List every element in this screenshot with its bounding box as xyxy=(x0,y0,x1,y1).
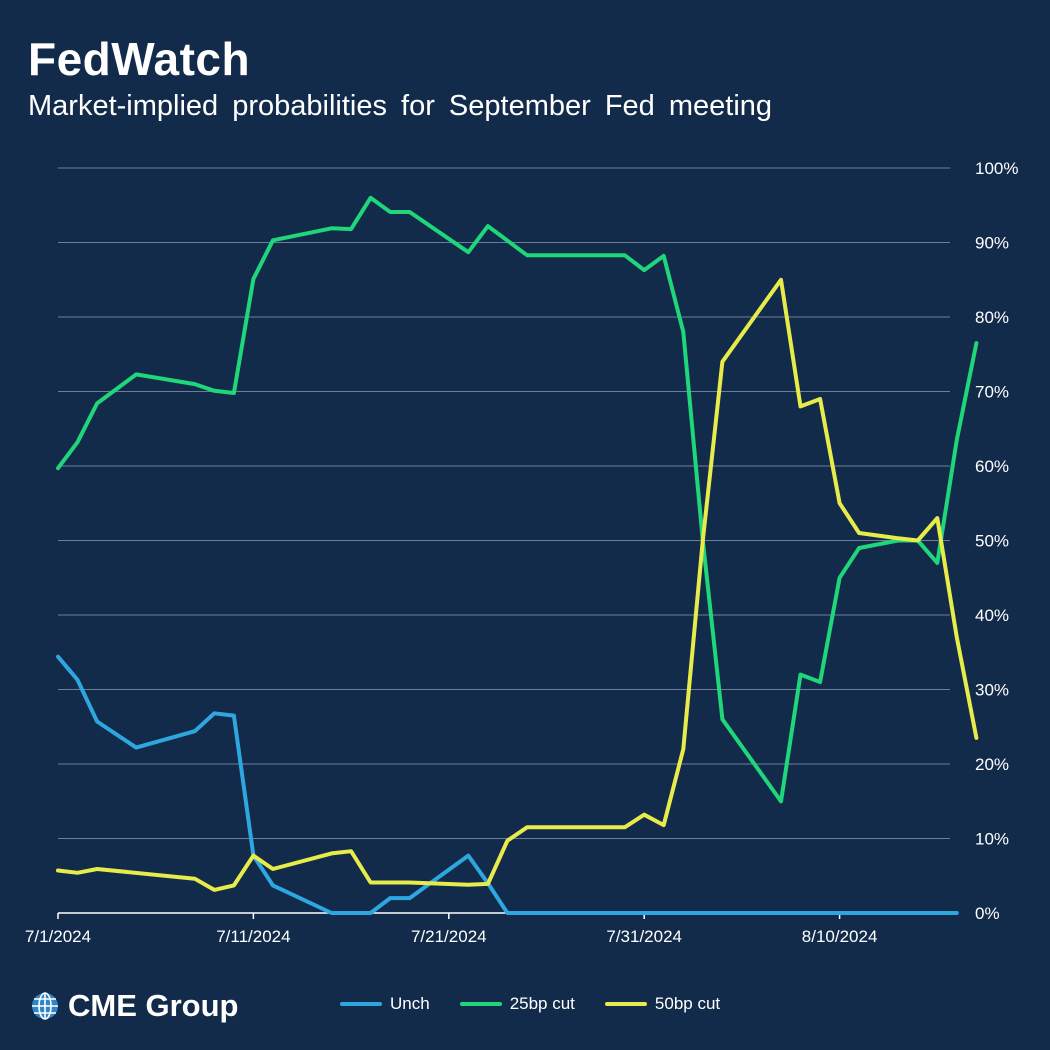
y-tick-label: 60% xyxy=(975,457,1009,476)
legend-label-unch: Unch xyxy=(390,994,430,1013)
legend-item-25bp: 25bp cut xyxy=(459,994,575,1014)
legend-label-25bp: 25bp cut xyxy=(509,994,575,1013)
y-tick-label: 70% xyxy=(975,383,1009,402)
y-tick-label: 80% xyxy=(975,308,1009,327)
y-tick-label: 20% xyxy=(975,755,1009,774)
y-tick-label: 10% xyxy=(975,830,1009,849)
legend-swatch-unch xyxy=(340,1002,382,1006)
legend-swatch-25bp xyxy=(459,1002,502,1006)
page-subtitle: Market-implied probabilities for Septemb… xyxy=(28,90,773,122)
series-line-50bp-cut xyxy=(56,277,979,892)
x-tick-label: 7/11/2024 xyxy=(216,927,290,946)
x-tick-label: 7/1/2024 xyxy=(25,927,91,946)
series-line-25bp-cut xyxy=(56,195,979,804)
series-line-unch xyxy=(56,654,959,915)
x-tick-label: 8/10/2024 xyxy=(802,927,878,946)
y-tick-label: 30% xyxy=(975,681,1009,700)
y-tick-label: 0% xyxy=(975,904,1000,923)
legend-swatch-50bp xyxy=(604,1002,647,1006)
page-title: FedWatch xyxy=(28,33,251,85)
legend-label-50bp: 50bp cut xyxy=(654,994,721,1013)
gridlines xyxy=(58,167,950,839)
y-tick-label: 90% xyxy=(975,234,1009,253)
legend-item-50bp: 50bp cut xyxy=(604,994,721,1014)
y-tick-label: 40% xyxy=(975,606,1009,625)
y-tick-label: 50% xyxy=(975,532,1009,551)
y-tick-label: 100% xyxy=(975,159,1018,178)
globe-icon xyxy=(32,992,58,1020)
series-lines xyxy=(56,195,979,915)
legend-item-unch: Unch xyxy=(340,994,430,1014)
x-tick-label: 7/31/2024 xyxy=(606,927,682,946)
cme-logo: CME Group xyxy=(30,986,239,1026)
logo-text: CME Group xyxy=(68,988,239,1023)
axes: 0% 10% 20% 30% 40% 50% 60% 70% 80% 90% 100% 7/1/202… xyxy=(25,159,1019,946)
x-tick-label: 7/21/2024 xyxy=(411,927,487,946)
legend: Unch 25bp cut 50bp cut xyxy=(340,994,750,1014)
